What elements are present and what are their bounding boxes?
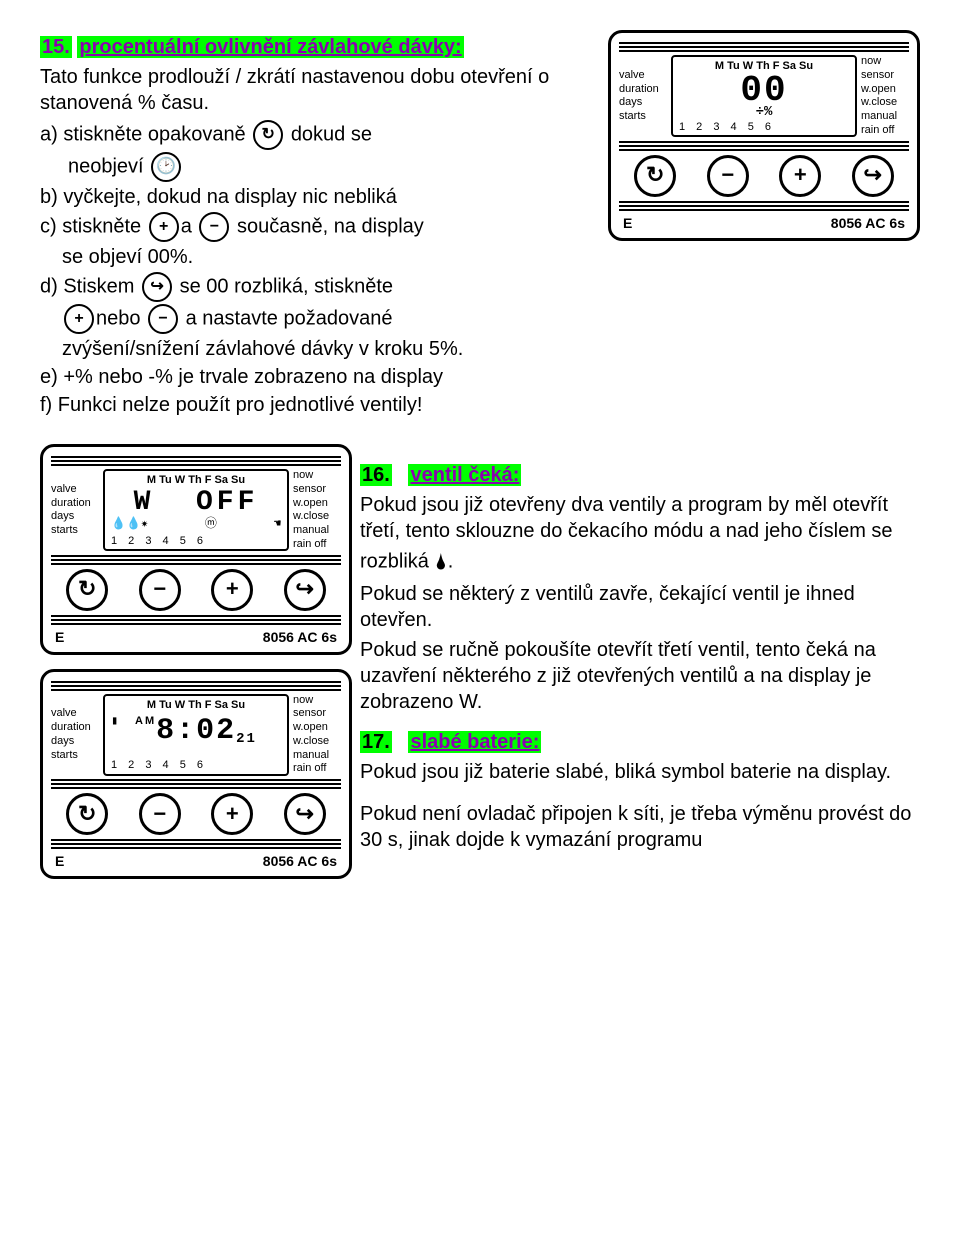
device-btn-next[interactable]: ↪ (284, 793, 326, 835)
s16-p3: Pokud se ručně pokoušíte otevřít třetí v… (360, 637, 920, 715)
s15-title: procentuální ovlivnění závlahové dávky: (77, 36, 463, 58)
section-16-17-text: 16. ventil čeká: Pokud jsou již otevřeny… (360, 444, 920, 857)
device-btn-plus[interactable]: + (211, 793, 253, 835)
s16-title: ventil čeká: (408, 464, 521, 486)
s15-e: e) +% nebo -% je trvale zobrazeno na dis… (40, 364, 578, 390)
s15-c3: se objeví 00%. (40, 244, 578, 270)
device-btn-plus[interactable]: + (211, 569, 253, 611)
section-17: 17. slabé baterie: Pokud jsou již bateri… (360, 729, 920, 853)
device-1: valve duration days starts M Tu W Th F S… (608, 30, 920, 255)
section-15-row: 15. procentuální ovlivnění závlahové dáv… (40, 30, 920, 420)
device-btn-minus[interactable]: − (139, 569, 181, 611)
s15-d34: +nebo − a nastavte požadované (40, 304, 578, 334)
s15-b: b) vyčkejte, dokud na display nic neblik… (40, 184, 578, 210)
devices-column: valve duration days starts M Tu W Th F S… (40, 444, 330, 893)
s16-num: 16. (360, 464, 392, 486)
s15-c: c) stiskněte +a − současně, na display (40, 212, 578, 242)
lcd-right-labels: now sensor w.open w.close manual rain of… (861, 55, 909, 138)
lcd2-main: W OFF (105, 489, 287, 517)
s15-num: 15. (40, 36, 72, 58)
lcd-left-labels: valve duration days starts (619, 55, 667, 138)
device-btn-cycle[interactable]: ↻ (634, 155, 676, 197)
section-16-17-row: valve duration days starts M Tu W Th F S… (40, 444, 920, 893)
device-btn-cycle[interactable]: ↻ (66, 569, 108, 611)
device-btn-next[interactable]: ↪ (852, 155, 894, 197)
next-icon: ↪ (142, 272, 172, 302)
s17-title: slabé baterie: (408, 731, 541, 753)
minus-icon-2: − (148, 304, 178, 334)
lcd2-icons: 💧💧✷ ⓜ ☚ (111, 517, 281, 533)
s15-a: a) stiskněte opakovaně ↻ dokud se (40, 120, 578, 150)
device-btn-plus[interactable]: + (779, 155, 821, 197)
s15-intro: Tato funkce prodlouží / zkrátí nastaveno… (40, 64, 578, 116)
cycle-icon: ↻ (253, 120, 283, 150)
s16-p2: Pokud se některý z ventilů zavře, čekají… (360, 581, 920, 633)
device-foot-left: E (623, 214, 632, 232)
lcd3-main: AM8:0221 (105, 716, 287, 746)
s17-num: 17. (360, 731, 392, 753)
plus-icon-2: + (64, 304, 94, 334)
battery-icon: ▮ (111, 714, 118, 730)
s17-p2: Pokud není ovladač připojen k síti, je t… (360, 801, 920, 853)
lcd-screen-1: M Tu W Th F Sa Su 00 ÷% 1 2 3 4 5 6 (671, 55, 857, 137)
device-btn-minus[interactable]: − (707, 155, 749, 197)
s16-p1b: rozbliká 🌢. (360, 548, 920, 577)
device-2: valve duration days starts M Tu W Th F S… (40, 444, 352, 655)
section-16: 16. ventil čeká: Pokud jsou již otevřeny… (360, 462, 920, 715)
clock-icon: 🕑 (151, 152, 181, 182)
s15-d: d) Stiskem ↪ se 00 rozbliká, stiskněte (40, 272, 578, 302)
section-15-text: 15. procentuální ovlivnění závlahové dáv… (40, 30, 578, 420)
device-stripe (619, 42, 909, 52)
s16-p1: Pokud jsou již otevřeny dva ventily a pr… (360, 492, 920, 544)
device-btn-minus[interactable]: − (139, 793, 181, 835)
s15-d5: zvýšení/snížení závlahové dávky v kroku … (40, 336, 578, 362)
device-3: valve duration days starts M Tu W Th F S… (40, 669, 352, 880)
device-buttons: ↻ − + ↪ (619, 155, 909, 197)
lcd-screen-2: M Tu W Th F Sa Su W OFF 💧💧✷ ⓜ ☚ 1 2 3 4 … (103, 469, 289, 551)
device-btn-cycle[interactable]: ↻ (66, 793, 108, 835)
plus-icon: + (149, 212, 179, 242)
device-btn-next[interactable]: ↪ (284, 569, 326, 611)
drop-icon: 🌢 (434, 548, 447, 577)
s15-f: f) Funkci nelze použít pro jednotlivé ve… (40, 392, 578, 418)
s15-a3: neobjeví 🕑 (40, 152, 578, 182)
minus-icon: − (199, 212, 229, 242)
device-foot-right: 8056 AC 6s (831, 214, 905, 232)
lcd-screen-3: M Tu W Th F Sa Su AM8:0221 ▮ 1 2 3 4 5 6 (103, 694, 289, 776)
s17-p1: Pokud jsou již baterie slabé, bliká symb… (360, 759, 920, 785)
lcd1-sub: ÷% (673, 103, 855, 121)
